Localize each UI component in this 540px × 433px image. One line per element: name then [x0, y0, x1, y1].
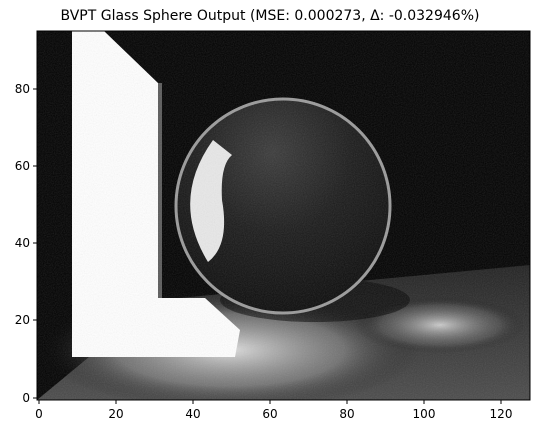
x-tick-label: 120 [490, 407, 513, 421]
x-tick-label: 80 [339, 407, 354, 421]
axes-frame [36, 30, 531, 401]
x-tick-label: 100 [413, 407, 436, 421]
y-tick-label: 0 [22, 391, 30, 405]
x-tick-label: 40 [185, 407, 200, 421]
y-tick-label: 80 [15, 82, 30, 96]
x-tick-label: 20 [108, 407, 123, 421]
y-axis: 0 20 40 60 80 [15, 82, 37, 405]
y-tick-label: 40 [15, 236, 30, 250]
rendered-image [37, 31, 530, 400]
y-tick-label: 60 [15, 159, 30, 173]
x-tick-label: 0 [35, 407, 43, 421]
plot-title: BVPT Glass Sphere Output (MSE: 0.000273,… [60, 8, 480, 24]
x-axis: 0 20 40 60 80 100 120 [35, 400, 512, 421]
x-tick-label: 60 [262, 407, 277, 421]
y-tick-label: 20 [15, 313, 30, 327]
